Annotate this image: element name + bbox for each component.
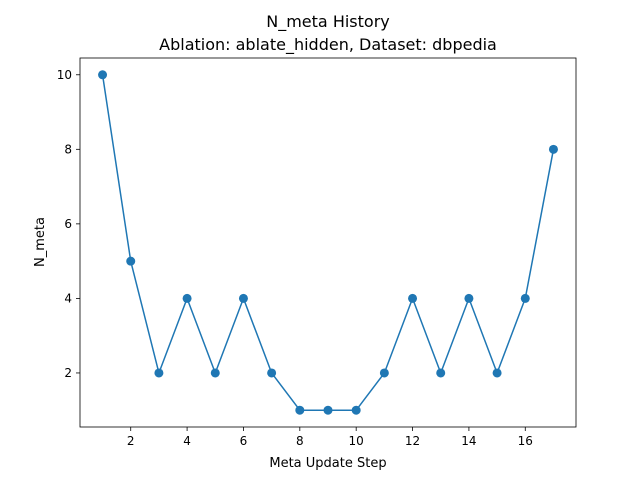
data-point xyxy=(436,368,446,378)
data-point xyxy=(323,405,333,415)
x-tick-label: 4 xyxy=(183,434,191,448)
data-point xyxy=(210,368,220,378)
y-tick-label: 6 xyxy=(64,217,72,231)
axes-frame xyxy=(79,57,577,428)
chart-title: N_meta History xyxy=(266,12,389,32)
data-point xyxy=(154,368,164,378)
data-point xyxy=(126,256,136,266)
x-axis-label: Meta Update Step xyxy=(269,456,386,471)
data-point xyxy=(98,70,108,80)
data-point xyxy=(464,293,474,303)
data-point xyxy=(351,405,361,415)
data-point xyxy=(548,144,558,154)
data-point xyxy=(182,293,192,303)
x-tick-label: 12 xyxy=(405,434,420,448)
plot-area: 2 4 6 8 10 12 14 16 2 4 6 8 10 xyxy=(57,57,577,448)
data-point xyxy=(408,293,418,303)
y-tick-label: 8 xyxy=(64,142,72,156)
y-tick-label: 4 xyxy=(64,291,72,305)
x-tick-label: 16 xyxy=(518,434,533,448)
x-tick-label: 2 xyxy=(127,434,135,448)
y-axis-label: N_meta xyxy=(33,217,48,267)
y-tick-label: 2 xyxy=(64,366,72,380)
x-tick-label: 6 xyxy=(240,434,248,448)
x-tick-label: 10 xyxy=(349,434,364,448)
data-point xyxy=(238,293,248,303)
data-point xyxy=(267,368,277,378)
x-tick-label: 8 xyxy=(296,434,304,448)
x-tick-label: 14 xyxy=(461,434,476,448)
data-point xyxy=(492,368,502,378)
chart-subtitle: Ablation: ablate_hidden, Dataset: dbpedi… xyxy=(159,35,497,55)
y-tick-label: 10 xyxy=(57,68,72,82)
data-point xyxy=(520,293,530,303)
data-point xyxy=(295,405,305,415)
data-point xyxy=(379,368,389,378)
